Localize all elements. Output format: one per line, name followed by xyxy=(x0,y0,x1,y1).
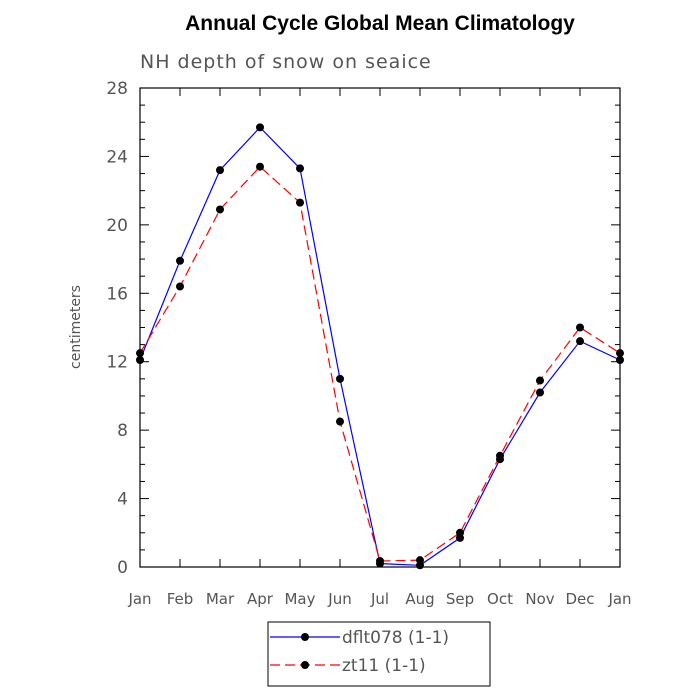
series-layer xyxy=(136,123,624,570)
data-point xyxy=(176,282,184,291)
x-tick-label: Jan xyxy=(127,590,151,608)
y-tick-label: 0 xyxy=(117,558,128,578)
data-point xyxy=(376,557,384,566)
chart-subtitle: NH depth of snow on seaice xyxy=(140,51,432,73)
data-point xyxy=(256,123,264,132)
y-tick-label: 16 xyxy=(106,284,128,304)
data-point xyxy=(576,323,584,332)
axis-ticks: Jan Feb Mar Apr May Jun Jul Aug Sep Oct Nov Dec Jan 0… xyxy=(106,79,631,608)
data-point xyxy=(296,164,304,173)
plot-frame xyxy=(139,87,621,568)
y-tick-label: 12 xyxy=(106,353,128,373)
data-point xyxy=(216,205,224,214)
x-tick-label: Aug xyxy=(405,590,434,608)
x-tick-label: Nov xyxy=(525,590,554,608)
data-point xyxy=(336,417,344,426)
x-tick-label: Apr xyxy=(247,590,274,608)
data-point xyxy=(176,256,184,265)
legend-marker xyxy=(301,661,309,669)
data-point xyxy=(216,166,224,175)
y-tick-label: 24 xyxy=(106,147,128,167)
series-line xyxy=(139,165,621,562)
data-point xyxy=(136,356,144,365)
data-point xyxy=(136,349,144,358)
legend-label: zt11 (1-1) xyxy=(342,656,426,676)
y-tick-label: 8 xyxy=(117,421,128,441)
x-tick-label: Feb xyxy=(167,590,194,608)
legend-label: dflt078 (1-1) xyxy=(342,628,449,648)
y-tick-label: 28 xyxy=(106,79,128,99)
data-point xyxy=(416,556,424,565)
data-point xyxy=(296,198,304,207)
x-tick-label: Jul xyxy=(370,590,389,608)
data-point xyxy=(536,376,544,385)
data-point xyxy=(536,388,544,397)
data-point xyxy=(576,337,584,346)
data-point xyxy=(256,162,264,171)
y-axis-label: centimeters xyxy=(68,285,84,369)
series-line xyxy=(139,126,621,566)
x-tick-label: Jan xyxy=(607,590,631,608)
x-tick-label: Dec xyxy=(565,590,594,608)
x-tick-label: Sep xyxy=(446,590,474,608)
legend-marker xyxy=(301,633,309,641)
y-tick-label: 20 xyxy=(106,216,128,236)
data-point xyxy=(496,451,504,460)
x-tick-label: May xyxy=(284,590,315,608)
legend-box xyxy=(267,621,491,687)
data-point xyxy=(616,349,624,358)
x-tick-label: Jun xyxy=(327,590,351,608)
data-point xyxy=(456,528,464,537)
y-tick-label: 4 xyxy=(117,490,128,510)
chart-title: Annual Cycle Global Mean Climatology xyxy=(185,12,575,35)
data-point xyxy=(616,356,624,365)
legend: dflt078 (1-1) zt11 (1-1) xyxy=(267,621,491,687)
x-tick-label: Oct xyxy=(487,590,513,608)
x-tick-label: Mar xyxy=(206,590,235,608)
data-point xyxy=(336,374,344,383)
